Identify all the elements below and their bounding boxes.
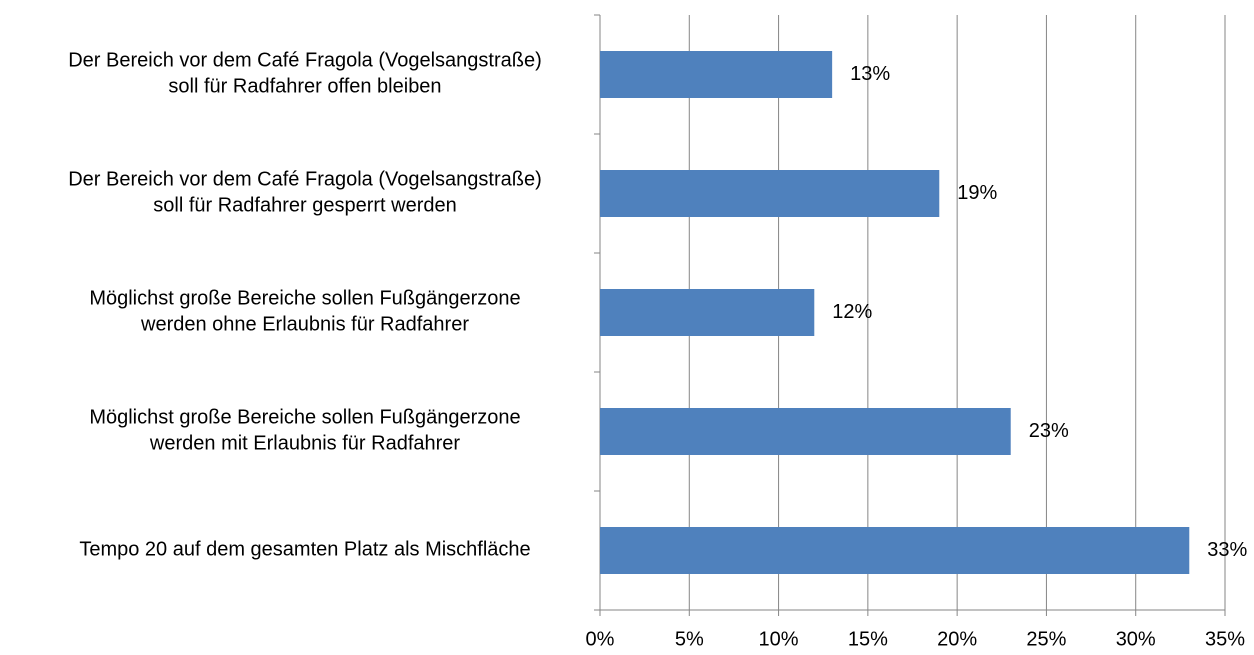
bar — [600, 527, 1190, 574]
y-tick-label-line: soll für Radfahrer gesperrt werden — [153, 195, 456, 217]
y-tick-label-line: Tempo 20 auf dem gesamten Platz als Misc… — [79, 539, 530, 561]
bar — [600, 170, 940, 217]
x-tick-label: 15% — [848, 628, 888, 650]
y-tick-label: Möglichst große Bereiche sollen Fußgänge… — [89, 288, 520, 336]
y-tick-label-line: soll für Radfahrer offen bleiben — [168, 76, 441, 98]
value-label: 12% — [832, 301, 872, 323]
y-tick-label-line: werden ohne Erlaubnis für Radfahrer — [140, 314, 469, 336]
y-tick-label-line: Der Bereich vor dem Café Fragola (Vogels… — [68, 169, 542, 191]
y-tick-label-line: Möglichst große Bereiche sollen Fußgänge… — [89, 288, 520, 310]
x-tick-label: 5% — [675, 628, 704, 650]
value-label: 23% — [1029, 420, 1069, 442]
bar — [600, 408, 1011, 455]
y-tick-label-line: Der Bereich vor dem Café Fragola (Vogels… — [68, 50, 542, 72]
y-tick-label: Möglichst große Bereiche sollen Fußgänge… — [89, 407, 520, 455]
value-label: 13% — [850, 63, 890, 85]
x-tick-label: 10% — [759, 628, 799, 650]
x-tick-label: 0% — [586, 628, 615, 650]
bar — [600, 51, 833, 98]
y-tick-label-line: werden mit Erlaubnis für Radfahrer — [149, 433, 460, 455]
y-tick-label: Tempo 20 auf dem gesamten Platz als Misc… — [79, 539, 530, 561]
x-tick-label: 25% — [1026, 628, 1066, 650]
y-tick-label-line: Möglichst große Bereiche sollen Fußgänge… — [89, 407, 520, 429]
y-tick-label: Der Bereich vor dem Café Fragola (Vogels… — [68, 50, 542, 98]
y-tick-label: Der Bereich vor dem Café Fragola (Vogels… — [68, 169, 542, 217]
x-tick-label: 35% — [1205, 628, 1245, 650]
value-label: 19% — [957, 182, 997, 204]
x-tick-label: 30% — [1116, 628, 1156, 650]
bar — [600, 289, 815, 336]
x-tick-label: 20% — [937, 628, 977, 650]
value-label: 33% — [1207, 539, 1247, 561]
